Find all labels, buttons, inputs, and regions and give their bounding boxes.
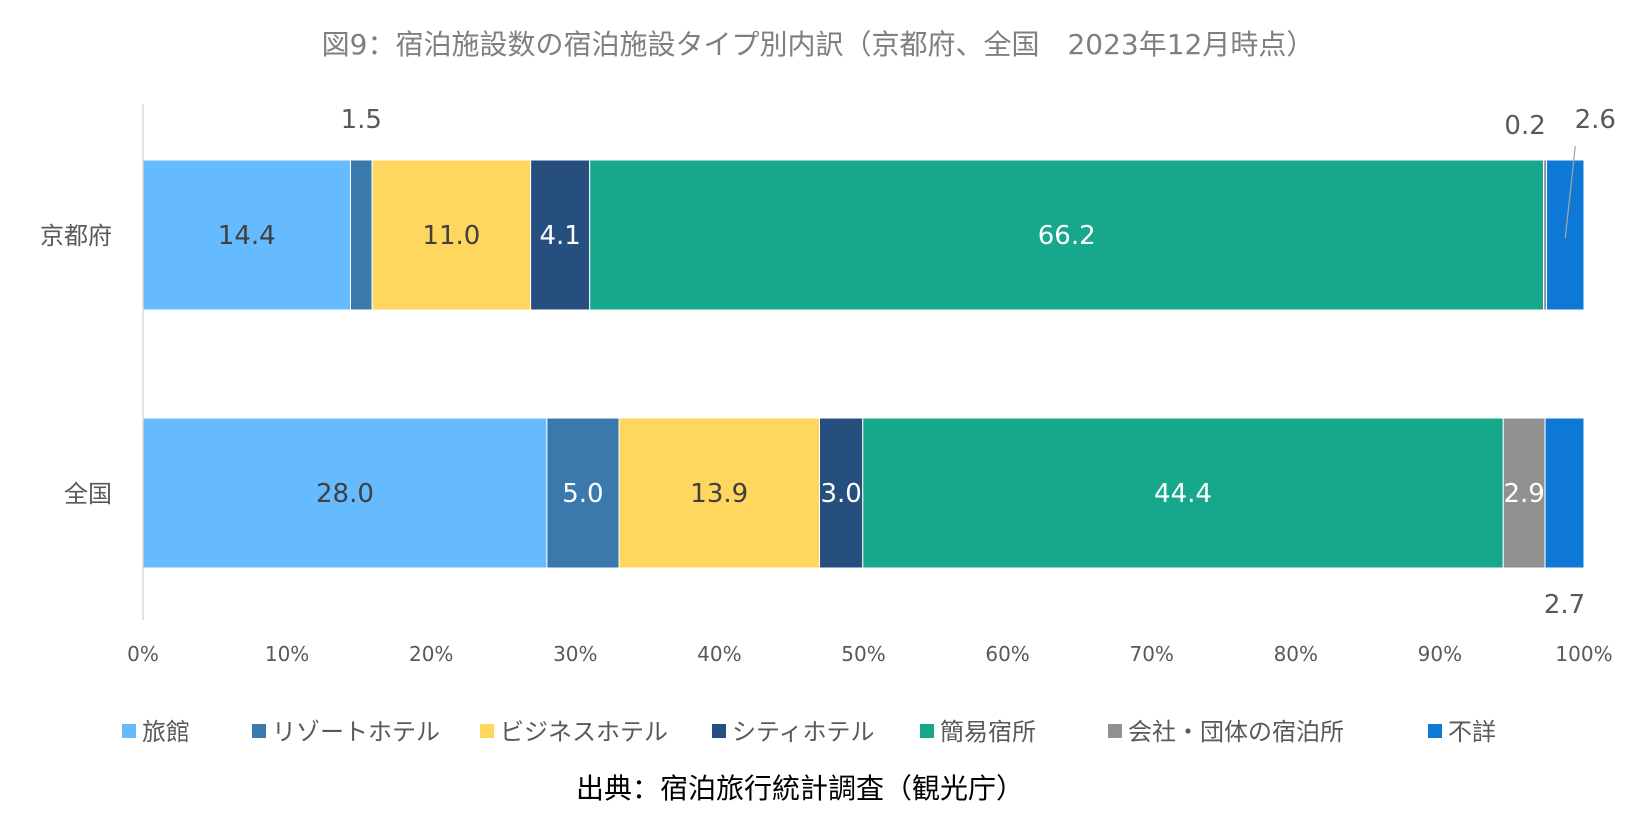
legend-swatch [712,724,726,738]
legend-label: 不詳 [1448,718,1496,746]
legend-label: 簡易宿所 [940,718,1036,746]
data-label: 2.7 [1544,590,1585,620]
x-tick-label: 40% [697,642,741,666]
bar-segment [546,417,620,569]
data-label: 13.9 [690,479,748,509]
legend-label: ビジネスホテル [500,718,668,746]
x-tick-label: 80% [1274,642,1318,666]
data-label: 11.0 [422,221,480,251]
bar-segment [371,159,532,311]
legend: 旅館 リゾートホテル ビジネスホテル シティホテル 簡易宿所 会社・団体の宿泊所 不詳 [122,718,1496,746]
bar-segment [618,417,821,569]
data-label: 5.0 [562,479,603,509]
data-label: 14.4 [218,221,276,251]
legend-swatch [1428,724,1442,738]
bar-segment [819,417,864,569]
chart-title: 図9：宿泊施設数の宿泊施設タイプ別内訳（京都府、全国 2023年12月時点） [322,28,1315,61]
x-tick-label: 0% [127,642,159,666]
legend-label: 会社・団体の宿泊所 [1128,718,1344,746]
data-label: 66.2 [1038,221,1096,251]
legend-swatch [920,724,934,738]
bar-segment [350,159,373,311]
x-tick-label: 70% [1129,642,1173,666]
x-tick-label: 60% [985,642,1029,666]
category-label: 京都府 [40,222,112,250]
x-tick-label: 20% [409,642,453,666]
legend-swatch [122,724,136,738]
bar-segment [1502,417,1546,569]
bar-segment [530,159,591,311]
x-tick-label: 90% [1418,642,1462,666]
category-label: 全国 [64,480,112,508]
data-label: 1.5 [341,105,382,135]
bar-segment [862,417,1504,569]
legend-label: リゾートホテル [272,718,440,746]
bars-layer [142,159,1585,569]
bar-segment [589,159,1545,311]
source-note: 出典：宿泊旅行統計調査（観光庁） [576,772,1024,805]
legend-label: 旅館 [142,718,190,746]
legend-label: シティホテル [732,718,875,746]
data-label: 2.9 [1503,479,1544,509]
legend-swatch [480,724,494,738]
data-label: 0.2 [1504,111,1545,141]
data-labels-layer: 14.4 1.5 11.0 4.1 66.2 0.2 2.6 28.0 5.0 13.9 3.0 44… [218,105,1616,620]
x-tick-label: 10% [265,642,309,666]
x-tick-label: 100% [1555,642,1612,666]
x-tick-label: 50% [841,642,885,666]
bar-segment [1544,417,1585,569]
data-label: 44.4 [1154,479,1212,509]
bar-segment [142,159,352,311]
bar-segment [142,417,548,569]
x-tick-label: 30% [553,642,597,666]
legend-swatch [252,724,266,738]
data-label: 3.0 [820,479,861,509]
data-label: 4.1 [539,221,580,251]
legend-swatch [1108,724,1122,738]
leader-line [1564,145,1576,239]
data-label: 28.0 [316,479,374,509]
data-label: 2.6 [1575,105,1616,135]
